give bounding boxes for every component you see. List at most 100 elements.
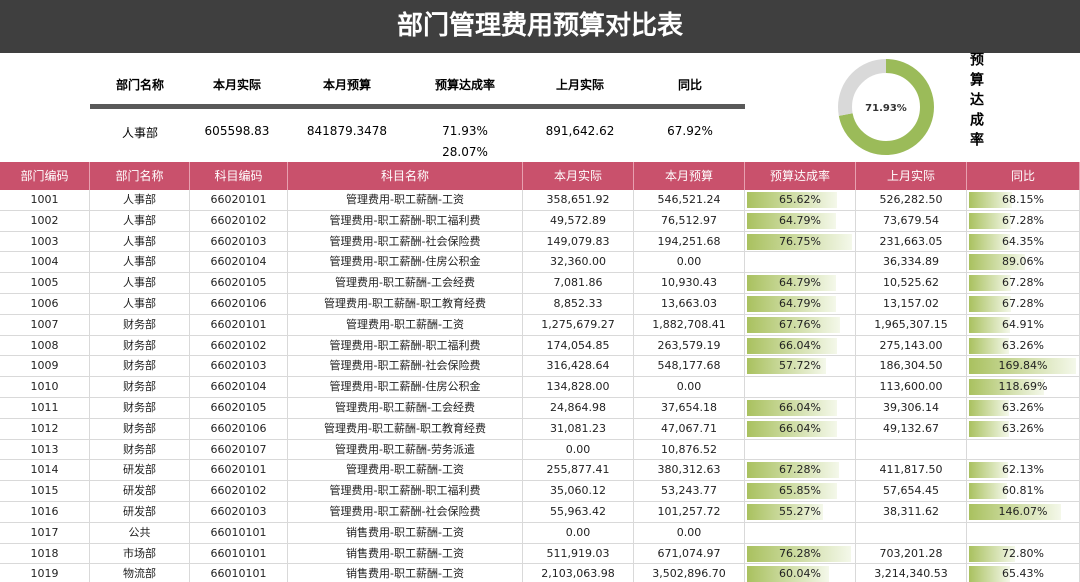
cell: 548,177.68 (634, 356, 745, 378)
cell-text: 67.28% (779, 463, 821, 477)
cell (856, 522, 967, 544)
cell: 7,081.86 (523, 273, 634, 294)
cell: 管理费用-职工薪酬-社会保险费 (288, 356, 523, 378)
data-bar (747, 462, 840, 479)
cell-text: 76.28% (779, 546, 821, 560)
cell-text: 60.81% (1002, 484, 1044, 498)
cell (967, 439, 1080, 461)
cell: 8,852.33 (523, 294, 634, 315)
cell: 146.07% (967, 502, 1080, 523)
cell: 316,428.64 (523, 356, 634, 378)
cell: 销售费用-职工薪酬-工资 (288, 564, 523, 582)
cell (745, 377, 856, 398)
cell: 53,243.77 (634, 481, 745, 502)
cell: 66020106 (190, 294, 288, 315)
cell: 1010 (0, 377, 90, 398)
data-bar (747, 233, 852, 250)
cell: 财务部 (90, 314, 190, 336)
cell-text: 65.85% (779, 484, 821, 498)
data-bar (747, 483, 838, 500)
data-bar (969, 504, 1062, 520)
cell-text: 64.79% (779, 297, 821, 310)
column-header: 科目编码 (190, 162, 288, 190)
cell: 671,074.97 (634, 543, 745, 565)
cell: 人事部 (90, 273, 190, 294)
cell-text: 63.26% (1002, 401, 1044, 414)
cell: 3,214,340.53 (856, 564, 967, 582)
cell (967, 522, 1080, 544)
cell: 118.69% (967, 377, 1080, 398)
cell: 管理费用-职工薪酬-工资 (288, 460, 523, 482)
cell: 68.15% (967, 190, 1080, 211)
cell: 人事部 (90, 190, 190, 211)
cell: 511,919.03 (523, 543, 634, 565)
summary-header: 本月实际 (212, 78, 261, 92)
cell-text: 62.13% (1002, 463, 1044, 477)
cell: 1006 (0, 294, 90, 315)
data-bar (747, 545, 852, 562)
cell: 66020103 (190, 231, 288, 253)
cell: 研发部 (90, 481, 190, 502)
cell: 62.13% (967, 460, 1080, 482)
cell: 2,103,063.98 (523, 564, 634, 582)
summary-value: 67.92% (667, 124, 713, 138)
cell: 76,512.97 (634, 210, 745, 232)
column-header: 预算达成率 (745, 162, 856, 190)
cell: 55,963.42 (523, 502, 634, 523)
cell: 1013 (0, 439, 90, 461)
data-bar (969, 462, 1009, 479)
cell-text: 169.84% (998, 359, 1048, 373)
column-header: 上月实际 (856, 162, 967, 190)
cell: 1001 (0, 190, 90, 211)
cell: 管理费用-职工薪酬-住房公积金 (288, 377, 523, 398)
cell-text: 66.04% (779, 401, 821, 414)
cell: 31,081.23 (523, 418, 634, 440)
summary-header: 预算达成率 (434, 78, 495, 92)
cell: 57.72% (745, 356, 856, 378)
cell: 66010101 (190, 543, 288, 565)
cell: 13,157.02 (856, 294, 967, 315)
data-bar (747, 358, 826, 375)
cell: 管理费用-职工薪酬-职工教育经费 (288, 418, 523, 440)
cell: 66020102 (190, 481, 288, 502)
cell: 67.28% (967, 273, 1080, 294)
cell: 49,572.89 (523, 210, 634, 232)
cell: 0.00 (634, 522, 745, 544)
cell: 60.04% (745, 564, 856, 582)
cell-text: 72.80% (1002, 546, 1044, 560)
data-bar (747, 212, 836, 229)
cell: 64.79% (745, 273, 856, 294)
cell-text: 67.28% (1002, 213, 1044, 227)
cell: 67.28% (745, 460, 856, 482)
data-bar (969, 379, 1044, 396)
cell: 销售费用-职工薪酬-工资 (288, 522, 523, 544)
cell: 66020103 (190, 356, 288, 378)
cell (745, 522, 856, 544)
cell: 财务部 (90, 398, 190, 419)
cell: 275,143.00 (856, 335, 967, 357)
cell-text: 67.28% (1002, 276, 1044, 290)
cell-text: 76.75% (779, 234, 821, 248)
data-bar (747, 504, 823, 520)
cell: 703,201.28 (856, 543, 967, 565)
cell: 管理费用-职工薪酬-工会经费 (288, 273, 523, 294)
cell-text: 64.35% (1002, 234, 1044, 248)
cell: 0.00 (523, 522, 634, 544)
cell: 76.75% (745, 231, 856, 253)
cell: 66020106 (190, 418, 288, 440)
cell: 10,525.62 (856, 273, 967, 294)
cell: 60.81% (967, 481, 1080, 502)
cell: 研发部 (90, 502, 190, 523)
column-header: 同比 (967, 162, 1080, 190)
cell: 1009 (0, 356, 90, 378)
cell: 57,654.45 (856, 481, 967, 502)
cell: 管理费用-职工薪酬-职工教育经费 (288, 294, 523, 315)
summary-value: 人事部 (121, 126, 158, 140)
cell: 35,060.12 (523, 481, 634, 502)
data-bar (747, 192, 837, 208)
cell: 76.28% (745, 543, 856, 565)
cell: 1007 (0, 314, 90, 336)
data-bar (969, 296, 1012, 312)
cell: 169.84% (967, 356, 1080, 378)
